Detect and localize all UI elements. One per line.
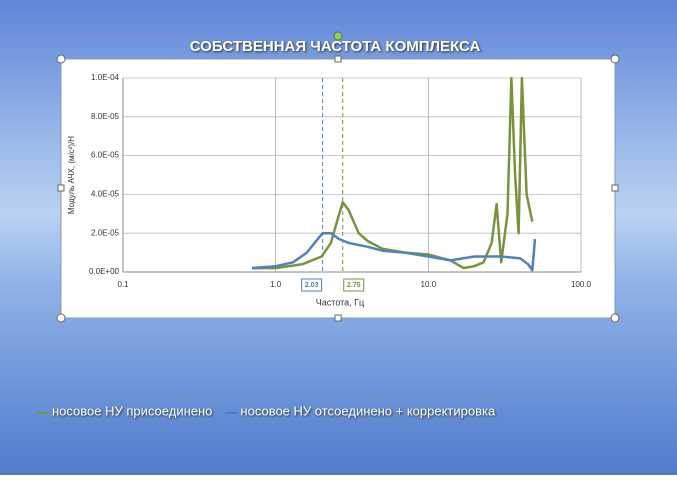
y-tick-label: 1.0E-04 — [91, 73, 120, 82]
y-tick-label: 4.0E-05 — [91, 190, 120, 199]
annotation-label: 2.03 — [305, 282, 319, 289]
selection-handles — [56, 31, 620, 323]
legend-label: носовое НУ отсоединено + корректировка — [240, 403, 496, 418]
x-tick-label: 1.0 — [270, 280, 282, 289]
x-tick-label: 10.0 — [421, 280, 437, 289]
x-axis-label: Частота, Гц — [316, 297, 364, 307]
y-axis-label: Модуль АЧХ, (м/с²)/Н — [67, 136, 76, 214]
labels: 0.0E+00 2.0E-05 4.0E-05 6.0E-05 8.0E-05 1.0E-… — [37, 73, 592, 418]
annotation-label: 2.75 — [347, 282, 361, 289]
y-tick-label: 6.0E-05 — [91, 151, 120, 160]
annotation-box — [301, 278, 323, 292]
series-line — [251, 231, 537, 272]
x-tick-label: 100.0 — [571, 280, 592, 289]
plot — [251, 76, 537, 272]
y-tick-label: 8.0E-05 — [91, 112, 120, 121]
y-tick-label: 0.0E+00 — [89, 267, 120, 276]
x-tick-label: 0.1 — [117, 280, 129, 289]
annotation-box — [343, 278, 365, 292]
chart-title: СОБСТВЕННАЯ ЧАСТОТА КОМПЛЕКСА — [190, 38, 481, 55]
y-tick-label: 2.0E-05 — [91, 228, 120, 237]
legend-label: носовое НУ присоединено — [52, 403, 212, 418]
chart-frame[interactable] — [60, 58, 616, 319]
